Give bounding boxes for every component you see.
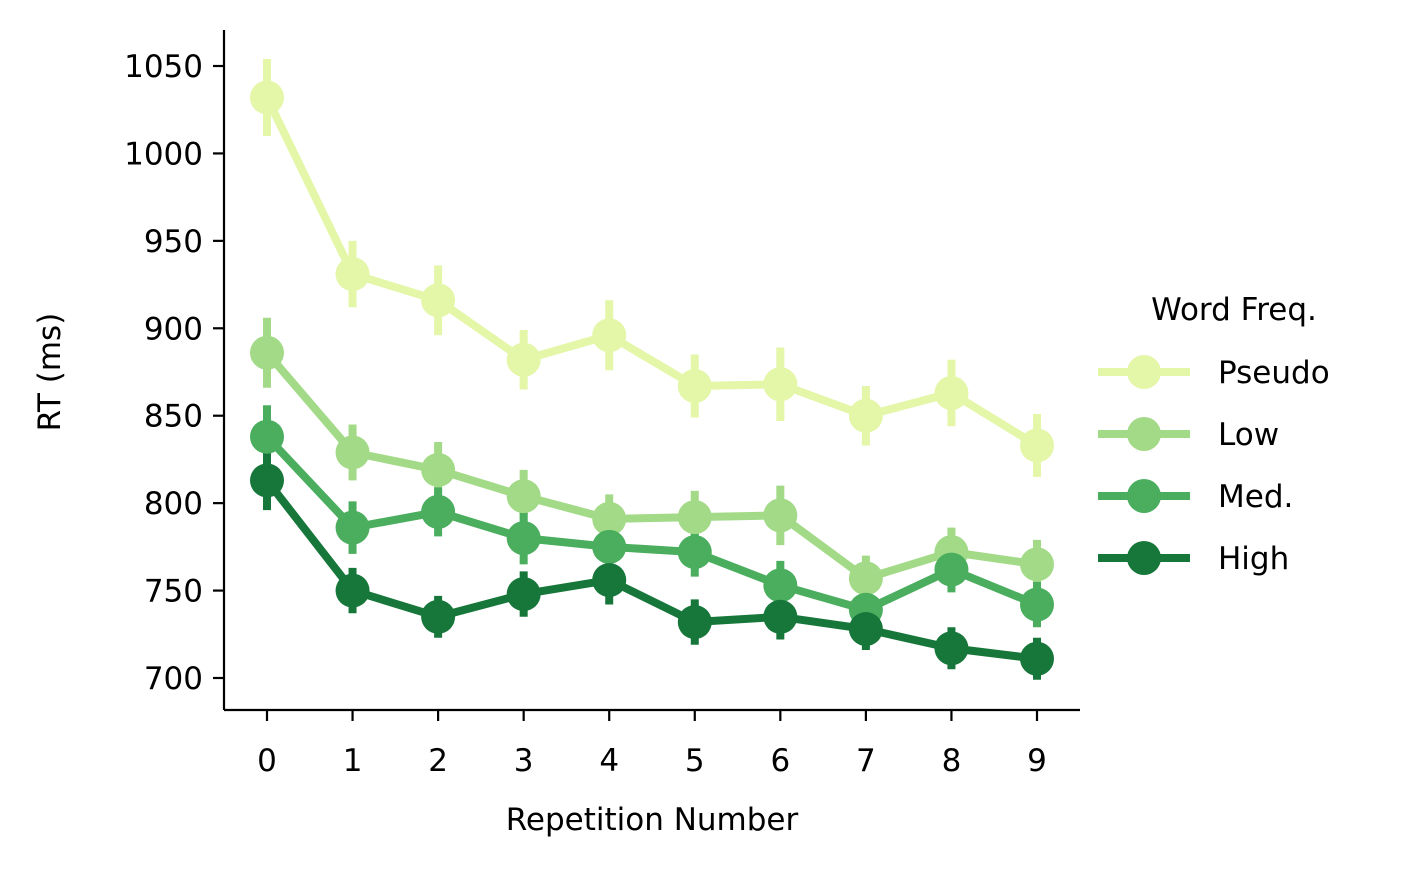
data-point-med <box>250 419 284 454</box>
x-tick-label: 0 <box>257 743 277 779</box>
data-point-low <box>421 452 456 487</box>
data-point-med <box>677 535 712 570</box>
data-point-high <box>250 463 284 498</box>
legend-label-med: Med. <box>1218 479 1293 515</box>
data-point-high <box>506 577 541 612</box>
legend-title: Word Freq. <box>1151 292 1317 328</box>
y-tick-label: 700 <box>144 661 203 697</box>
x-ticks: 0 1 2 3 4 5 6 7 8 9 <box>257 710 1047 779</box>
data-point-low <box>677 500 712 535</box>
data-point-low <box>335 435 370 470</box>
data-point-med <box>506 521 541 556</box>
series-points <box>250 80 1054 676</box>
data-point-med <box>421 494 456 529</box>
data-point-high <box>592 563 627 598</box>
series-line-low <box>263 350 1038 583</box>
y-tick-label: 750 <box>144 574 203 610</box>
y-tick-label: 900 <box>144 311 203 347</box>
data-point-high <box>848 612 883 647</box>
data-point-low <box>592 501 627 536</box>
data-point-pseudo <box>421 283 456 318</box>
data-point-med <box>592 529 627 564</box>
x-tick-label: 8 <box>942 743 962 779</box>
data-point-med <box>934 552 969 587</box>
data-point-high <box>763 599 798 634</box>
x-tick-label: 1 <box>343 743 363 779</box>
data-point-low <box>506 479 541 514</box>
data-point-high <box>421 599 456 634</box>
data-point-pseudo <box>763 367 798 402</box>
x-tick-label: 7 <box>856 743 876 779</box>
data-point-high <box>934 631 969 666</box>
data-point-high <box>335 573 370 608</box>
data-point-high <box>1020 641 1054 676</box>
y-tick-label: 1000 <box>124 136 203 172</box>
y-tick-label: 800 <box>144 486 203 522</box>
x-tick-label: 9 <box>1027 743 1047 779</box>
data-point-med <box>335 510 370 545</box>
data-point-low <box>763 498 798 533</box>
data-point-pseudo <box>506 342 541 377</box>
x-tick-label: 5 <box>685 743 705 779</box>
x-tick-label: 6 <box>770 743 790 779</box>
axes <box>222 30 1080 712</box>
x-axis-title: Repetition Number <box>506 802 799 838</box>
y-axis-title: RT (ms) <box>32 313 68 432</box>
data-point-low <box>250 335 284 370</box>
data-point-pseudo <box>335 257 370 292</box>
data-point-low <box>848 561 883 596</box>
series-lines <box>263 95 1040 663</box>
data-point-med <box>763 568 798 603</box>
legend-label-high: High <box>1218 541 1289 577</box>
x-tick-label: 3 <box>514 743 534 779</box>
legend-label-low: Low <box>1218 417 1279 453</box>
data-point-pseudo <box>848 398 883 433</box>
y-ticks: 700 750 800 850 900 950 1000 1050 <box>124 49 224 697</box>
legend-swatch-marker-med <box>1127 479 1161 513</box>
legend: Word Freq. Pseudo Low Med. High <box>1098 292 1330 577</box>
data-point-high <box>677 605 712 640</box>
y-tick-label: 1050 <box>124 49 203 85</box>
series-line-med <box>264 433 1039 614</box>
legend-label-pseudo: Pseudo <box>1218 355 1330 391</box>
data-point-pseudo <box>934 375 969 410</box>
y-tick-label: 850 <box>144 399 203 435</box>
legend-swatch-marker-pseudo <box>1127 355 1161 389</box>
legend-swatch-marker-low <box>1127 417 1161 451</box>
series-line-pseudo <box>263 95 1040 449</box>
data-point-pseudo <box>677 368 712 403</box>
x-tick-label: 4 <box>599 743 619 779</box>
data-point-pseudo <box>1020 428 1054 463</box>
data-point-pseudo <box>592 318 627 353</box>
data-point-med <box>1020 587 1054 622</box>
legend-swatch-marker-high <box>1127 541 1161 575</box>
y-tick-label: 950 <box>144 224 203 260</box>
data-point-pseudo <box>250 80 284 115</box>
series-line-high <box>263 477 1038 663</box>
data-point-low <box>1020 547 1054 582</box>
x-tick-label: 2 <box>428 743 448 779</box>
